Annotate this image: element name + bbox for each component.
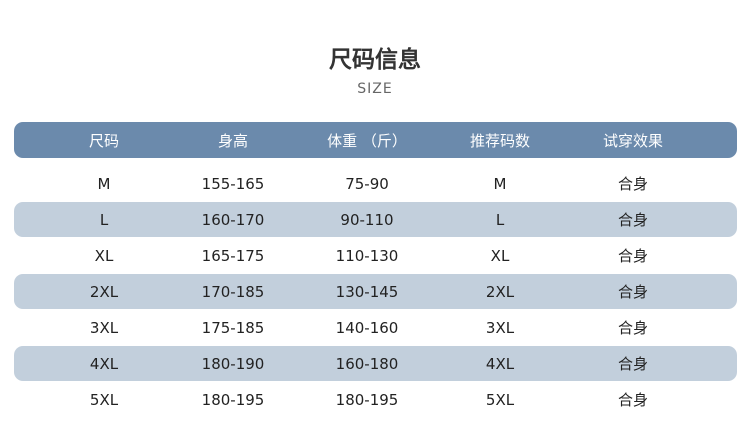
table-cell: 合身: [617, 355, 649, 373]
table-cell: L: [99, 210, 109, 229]
table-cell: 175-185: [201, 318, 265, 337]
table-cell: 180-195: [335, 390, 399, 409]
table-cell: 165-175: [201, 246, 265, 265]
table-row: XL 165-175 110-130 XL 合身: [14, 238, 737, 273]
page-subtitle: SIZE: [357, 81, 393, 97]
table-cell: XL: [94, 246, 114, 265]
table-cell: 3XL: [89, 318, 119, 337]
table-cell: 4XL: [89, 354, 119, 373]
table-cell: 155-165: [201, 174, 265, 193]
table-cell: M: [493, 174, 507, 193]
table-cell: 130-145: [335, 282, 399, 301]
table-row: 5XL 180-195 180-195 5XL 合身: [14, 382, 737, 417]
table-row: 3XL 175-185 140-160 3XL 合身: [14, 310, 737, 345]
table-cell: 合身: [617, 175, 649, 193]
page-title: 尺码信息: [329, 47, 421, 73]
table-cell: 75-90: [345, 174, 389, 193]
table-cell: 110-130: [335, 246, 399, 265]
table-cell: 身高: [217, 131, 249, 150]
table-cell: 5XL: [485, 390, 515, 409]
table-cell: 160-180: [335, 354, 399, 373]
table-cell: 合身: [617, 391, 649, 409]
table-header: 尺码 身高 体重 （斤） 推荐码数 试穿效果: [14, 122, 737, 158]
table-cell: 170-185: [201, 282, 265, 301]
table-cell: 体重 （斤）: [327, 131, 407, 150]
table-cell: M: [97, 174, 111, 193]
table-cell: 推荐码数: [469, 131, 531, 150]
table-cell: 试穿效果: [602, 131, 664, 150]
table-cell: 3XL: [485, 318, 515, 337]
table-cell: 合身: [617, 211, 649, 229]
table-cell: 5XL: [89, 390, 119, 409]
table-cell: 140-160: [335, 318, 399, 337]
table-cell: 合身: [617, 319, 649, 337]
table-cell: 180-195: [201, 390, 265, 409]
table-cell: 2XL: [485, 282, 515, 301]
table-cell: 合身: [617, 247, 649, 265]
table-cell: 4XL: [485, 354, 515, 373]
table-cell: 尺码: [88, 131, 120, 150]
table-cell: 180-190: [201, 354, 265, 373]
table-cell: 合身: [617, 283, 649, 301]
table-row: 2XL 170-185 130-145 2XL 合身: [14, 274, 737, 309]
table-cell: 160-170: [201, 210, 265, 229]
table-row: M 155-165 75-90 M 合身: [14, 166, 737, 201]
table-cell: L: [495, 210, 505, 229]
table-cell: 2XL: [89, 282, 119, 301]
table-cell: XL: [490, 246, 510, 265]
table-row: L 160-170 90-110 L 合身: [14, 202, 737, 237]
table-row: 4XL 180-190 160-180 4XL 合身: [14, 346, 737, 381]
table-cell: 90-110: [340, 210, 394, 229]
